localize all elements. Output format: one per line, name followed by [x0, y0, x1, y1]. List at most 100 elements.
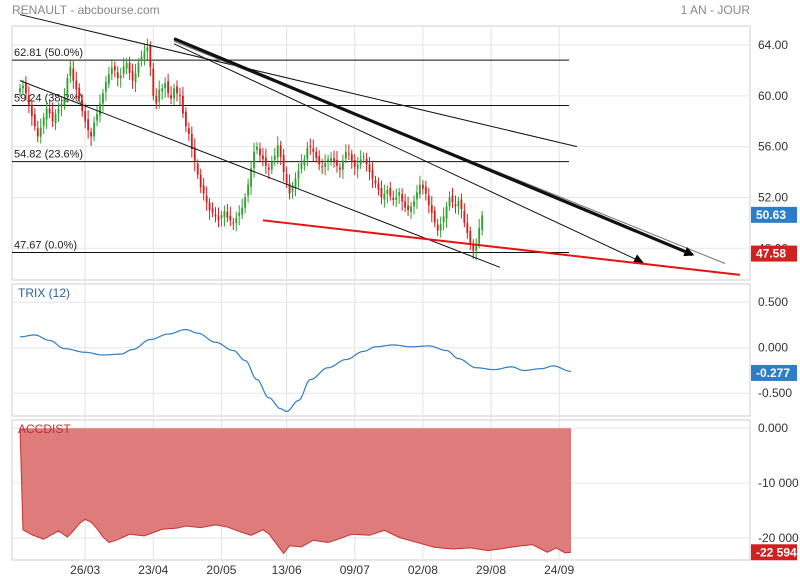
candle-body [96, 113, 98, 121]
candle-body [137, 62, 140, 73]
candle-body [202, 185, 205, 194]
trix-line [19, 328, 572, 413]
x-tick-label: 20/05 [206, 563, 236, 577]
x-tick-label: 24/09 [544, 563, 574, 577]
candle-body [22, 85, 24, 89]
candle-body [152, 68, 155, 96]
candle-body [99, 103, 101, 116]
candle-body [389, 187, 392, 197]
candle-body [229, 215, 232, 221]
candle-body [149, 45, 152, 67]
candle-body [196, 163, 199, 175]
chart-source-title: RENAULT - abcbourse.com [12, 3, 160, 17]
y-tick-label: 52.00 [758, 190, 788, 204]
candle-body [421, 184, 424, 189]
candle-body [392, 198, 395, 200]
candle-body [256, 146, 258, 150]
candle-body [315, 151, 318, 159]
candle-body [339, 167, 341, 170]
candle-body [155, 95, 158, 104]
candle-body [170, 95, 172, 99]
candle-body [353, 159, 356, 167]
candle-body [122, 66, 125, 74]
candle-body [276, 145, 279, 158]
candle-body [93, 122, 95, 137]
candle-body [25, 83, 27, 94]
candle-body [333, 158, 335, 162]
candle-body [398, 192, 401, 196]
candle-body [410, 206, 412, 213]
candle-body [365, 158, 368, 165]
candle-body [294, 178, 297, 188]
candle-body [448, 197, 451, 207]
candle-body [113, 66, 116, 71]
candle-body [359, 159, 362, 165]
candle-body [187, 128, 190, 134]
fib-level-label: 59.24 (38.2%) [14, 93, 83, 105]
candle-body [104, 81, 107, 92]
candle-body [475, 245, 478, 251]
candle-body [261, 155, 264, 160]
accdist-area [20, 428, 571, 554]
candle-body [463, 210, 466, 223]
candle-body [478, 227, 481, 244]
candle-body [131, 71, 134, 81]
candle-body [469, 231, 472, 244]
candle-body [327, 159, 330, 162]
candle-body [273, 155, 276, 160]
candle-body [279, 145, 282, 157]
candle-body [344, 151, 347, 159]
candle-body [336, 159, 338, 166]
candle-body [371, 170, 374, 179]
candle-body [63, 97, 66, 106]
candle-body [60, 103, 63, 107]
candle-body [235, 217, 238, 223]
candle-body [356, 164, 359, 169]
candle-body [39, 127, 42, 137]
candle-body [19, 88, 21, 93]
candle-body [217, 216, 220, 221]
fib-level-label: 54.82 (23.6%) [14, 149, 83, 161]
candle-body [407, 205, 409, 211]
candle-body [404, 201, 407, 208]
candle-body [341, 160, 344, 170]
candle-body [143, 51, 146, 59]
candle-body [205, 195, 208, 203]
fib-level-label: 47.67 (0.0%) [14, 239, 77, 251]
candle-body [244, 197, 247, 208]
candle-body [306, 147, 309, 160]
candle-body [318, 156, 321, 165]
candle-body [247, 184, 250, 196]
x-tick-label: 13/06 [272, 563, 302, 577]
candle-body [182, 95, 184, 114]
x-tick-label: 02/08 [408, 563, 438, 577]
chart-period-label: 1 AN - JOUR [681, 3, 751, 17]
candle-body [78, 87, 81, 99]
candle-body [110, 67, 113, 75]
candle-body [377, 183, 380, 190]
candle-body [324, 163, 327, 167]
candle-body [445, 206, 448, 219]
candle-body [90, 132, 93, 137]
candle-body [424, 186, 427, 194]
candle-body [27, 95, 30, 105]
candle-body [436, 224, 439, 231]
candle-body [54, 113, 57, 124]
candle-body [285, 173, 288, 184]
candle-body [416, 192, 418, 200]
fib-level-label: 62.81 (50.0%) [14, 47, 83, 59]
candle-body [45, 108, 48, 120]
candle-body [309, 146, 312, 148]
candle-body [125, 62, 128, 69]
y-tick-label: 0.000 [758, 421, 788, 435]
candle-body [208, 202, 211, 211]
value-badge [751, 364, 797, 381]
candle-body [350, 154, 353, 162]
trendline-red-support [262, 219, 740, 276]
candle-body [347, 153, 350, 155]
candle-body [36, 128, 39, 137]
candle-body [33, 114, 36, 127]
value-badge [751, 245, 797, 262]
candle-body [300, 163, 303, 169]
candle-body [102, 93, 104, 104]
